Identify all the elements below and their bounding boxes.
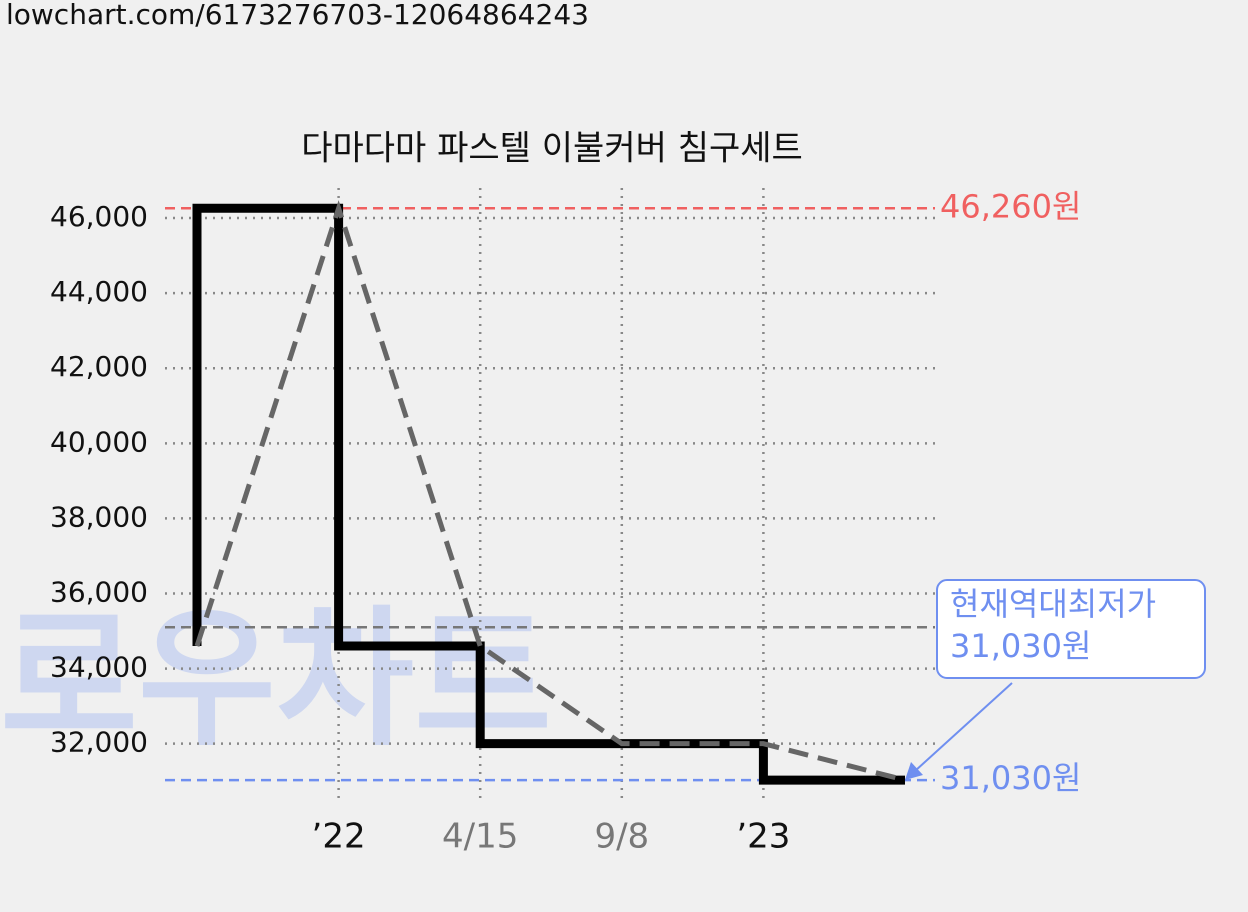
- max-label: 46,260원: [940, 187, 1081, 225]
- annotation-box: [936, 579, 1206, 679]
- y-tick-label: 40,000: [50, 425, 148, 458]
- x-tick-label: 9/8: [594, 817, 649, 857]
- x-tick-label: 4/15: [442, 817, 518, 857]
- min-label: 31,030원: [940, 759, 1081, 797]
- annotation-arrowhead: [905, 762, 923, 780]
- y-tick-label: 34,000: [50, 651, 148, 684]
- annotation-text: 31,030원: [950, 627, 1091, 665]
- step-line: [192, 203, 905, 785]
- y-tick-label: 36,000: [50, 575, 148, 608]
- annotation-text: 현재역대최저가: [950, 585, 1156, 623]
- y-tick-label: 32,000: [50, 726, 148, 759]
- y-tick-label: 46,000: [50, 200, 148, 233]
- y-tick-label: 42,000: [50, 350, 148, 383]
- x-tick-label: ’22: [312, 817, 366, 857]
- chart-title: 다마다마 파스텔 이불커버 침구세트: [301, 129, 803, 169]
- watermark: 로우차트: [0, 593, 552, 767]
- trend-line: [194, 200, 906, 783]
- annotation-arrow: [914, 682, 1013, 772]
- y-tick-label: 38,000: [50, 500, 148, 533]
- url: lowchart.com/6173276703-12064864243: [6, 0, 589, 31]
- y-tick-label: 44,000: [50, 275, 148, 308]
- x-tick-label: ’23: [736, 817, 790, 857]
